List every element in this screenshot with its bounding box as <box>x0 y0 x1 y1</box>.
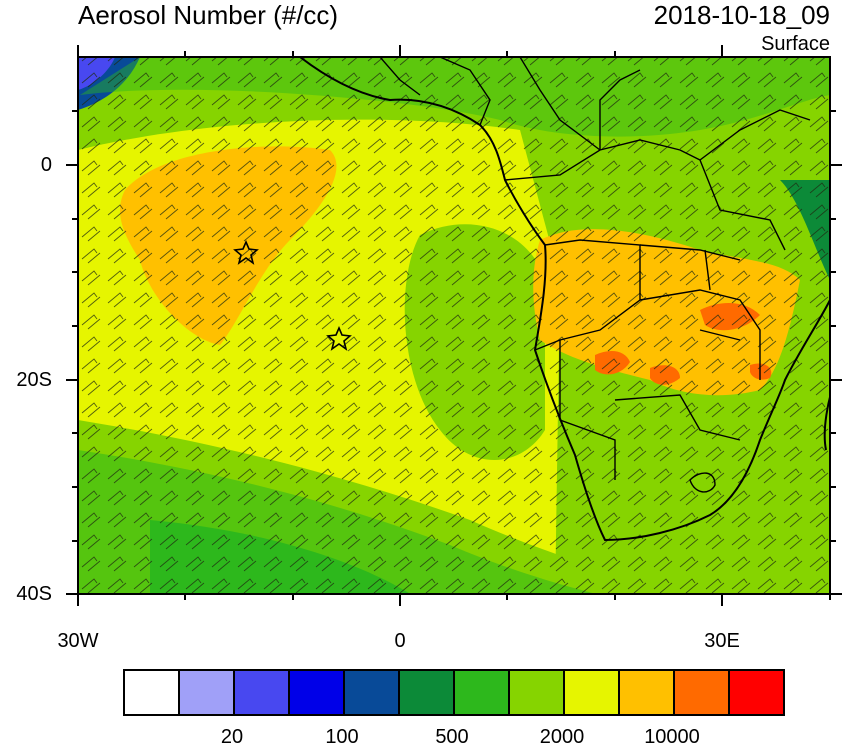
colorbar-swatch-8 <box>563 669 620 716</box>
lat-label-20s: 20S <box>16 369 52 391</box>
coastline-madagascar <box>823 392 830 451</box>
colorbar-swatch-0 <box>123 669 180 716</box>
map-field <box>78 57 830 594</box>
colorbar-swatch-9 <box>618 669 675 716</box>
colorbar-swatch-1 <box>178 669 235 716</box>
colorbar-swatch-10 <box>673 669 730 716</box>
lon-label-0: 0 <box>394 630 406 652</box>
lon-label-30w: 30W <box>57 630 99 652</box>
map-title: Aerosol Number (#/cc) <box>78 0 339 30</box>
colorbar-swatch-3 <box>288 669 345 716</box>
colorbar-swatch-7 <box>508 669 565 716</box>
colorbar-label-10000: 10000 <box>644 726 700 748</box>
lon-label-30e: 30E <box>704 630 740 652</box>
colorbar-label-20: 20 <box>220 726 244 748</box>
country-borders <box>379 57 811 493</box>
colorbar-label-500: 500 <box>435 726 469 748</box>
map-datetime: 2018-10-18_09 <box>653 0 830 30</box>
colorbar-swatch-4 <box>343 669 400 716</box>
map-level: Surface <box>761 33 830 55</box>
colorbar <box>123 669 785 716</box>
lat-label-40s: 40S <box>16 583 52 605</box>
axis-ticks <box>66 45 842 606</box>
wind-barbs <box>78 57 830 594</box>
colorbar-label-2000: 2000 <box>539 726 585 748</box>
lat-label-0: 0 <box>40 154 52 176</box>
colorbar-swatch-6 <box>453 669 510 716</box>
coastline <box>299 57 830 542</box>
colorbar-label-100: 100 <box>325 726 359 748</box>
colorbar-swatch-11 <box>728 669 785 716</box>
colorbar-swatch-2 <box>233 669 290 716</box>
colorbar-swatch-5 <box>398 669 455 716</box>
site-marker-star-1 <box>233 239 259 265</box>
site-marker-star-2 <box>326 325 352 351</box>
